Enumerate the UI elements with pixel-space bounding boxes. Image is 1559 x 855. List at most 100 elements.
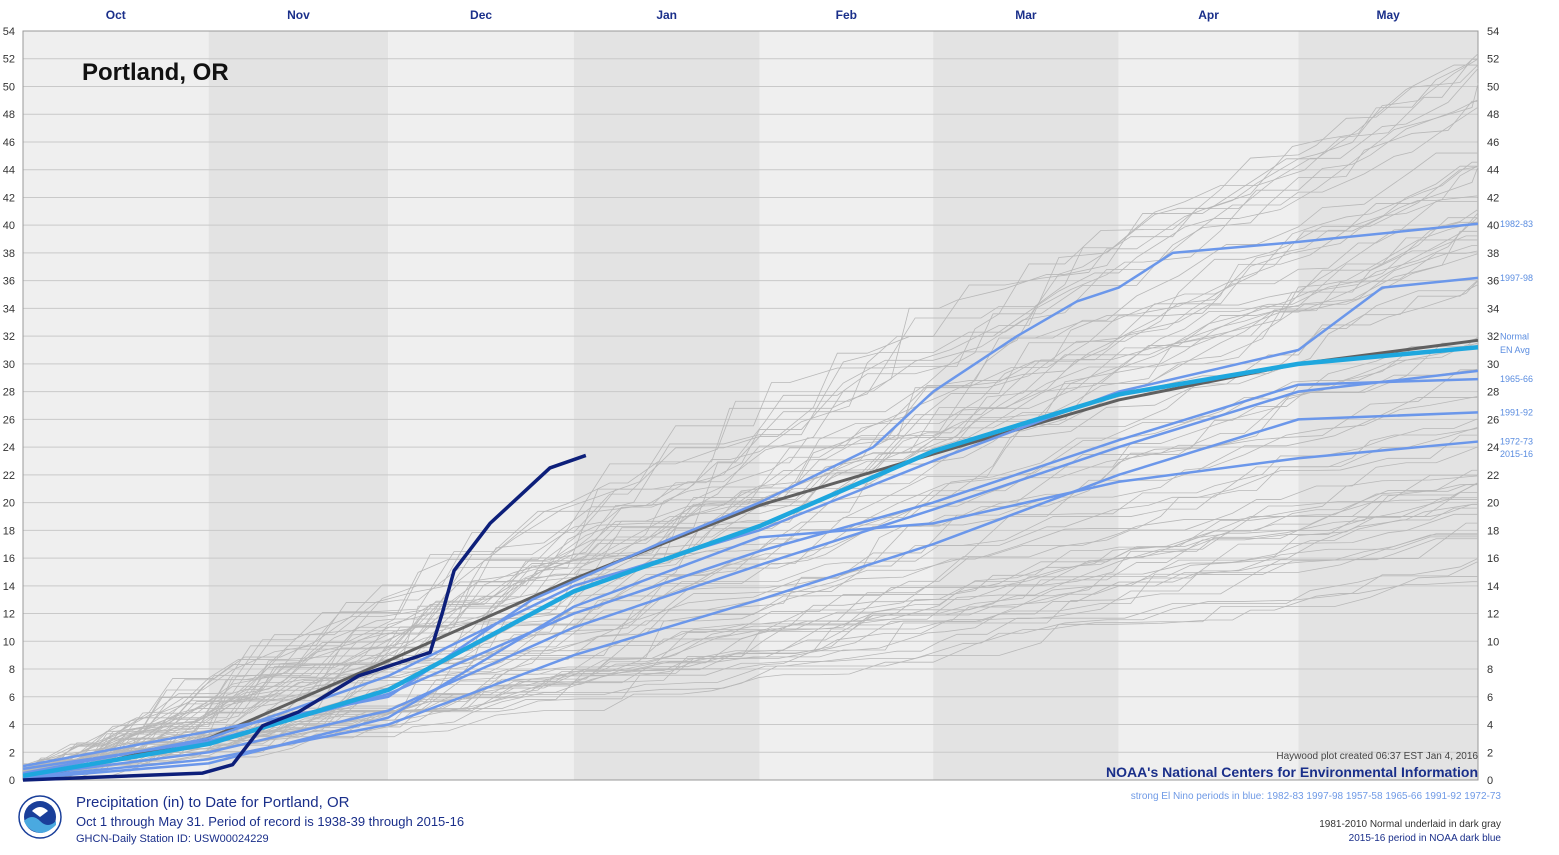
historical-year-line <box>23 504 1478 771</box>
y-tick-label-right: 16 <box>1487 553 1499 565</box>
historical-year-line <box>22 99 1479 776</box>
month-bands <box>23 31 1478 780</box>
y-tick-label-right: 42 <box>1487 192 1499 204</box>
el-nino-note: strong El Nino periods in blue: 1982-83 … <box>1130 791 1501 802</box>
series-label-normal: Normal <box>1500 331 1529 341</box>
plot-frame <box>22 30 1479 781</box>
y-tick-label-left: 36 <box>3 276 15 288</box>
month-label-apr: Apr <box>1198 8 1219 22</box>
y-tick-label-right: 38 <box>1487 248 1499 260</box>
series-label-2015-16: 2015-16 <box>1500 449 1533 459</box>
historical-year-line <box>23 581 1478 766</box>
y-tick-label-left: 20 <box>3 498 15 510</box>
y-tick-label-right: 4 <box>1487 720 1493 732</box>
y-tick-label-right: 14 <box>1487 581 1499 593</box>
y-tick-label-left: 54 <box>3 26 15 38</box>
y-tick-label-right: 18 <box>1487 525 1499 537</box>
y-tick-label-left: 2 <box>9 747 15 759</box>
y-tick-label-left: 46 <box>3 137 15 149</box>
footer-title: Precipitation (in) to Date for Portland,… <box>76 794 350 811</box>
historical-year-line <box>22 221 1479 773</box>
month-band-jan <box>573 31 760 780</box>
y-tick-label-left: 14 <box>3 581 15 593</box>
historical-year-line <box>23 250 1479 767</box>
historical-year-line <box>22 395 1479 777</box>
y-tick-label-left: 10 <box>3 636 15 648</box>
month-label-feb: Feb <box>836 8 857 22</box>
month-label-mar: Mar <box>1015 8 1037 22</box>
y-tick-label-left: 16 <box>3 553 15 565</box>
y-tick-label-left: 4 <box>9 720 15 732</box>
month-band-mar <box>933 31 1119 780</box>
historical-year-line <box>22 83 1479 771</box>
y-tick-label-right: 6 <box>1487 692 1493 704</box>
historical-year-line <box>23 58 1479 766</box>
normal-note: 1981-2010 Normal underlaid in dark gray <box>1319 819 1501 830</box>
historical-year-line <box>22 68 1479 780</box>
y-tick-label-left: 40 <box>3 220 15 232</box>
y-tick-label-right: 24 <box>1487 442 1499 454</box>
y-tick-label-right: 50 <box>1487 81 1499 93</box>
y-tick-label-right: 26 <box>1487 414 1499 426</box>
y-tick-label-right: 2 <box>1487 747 1493 759</box>
historical-year-line <box>22 482 1479 781</box>
y-tick-label-right: 34 <box>1487 303 1499 315</box>
y-tick-label-left: 18 <box>3 525 15 537</box>
y-tick-label-left: 34 <box>3 303 15 315</box>
month-band-feb <box>759 31 934 780</box>
month-label-oct: Oct <box>106 8 126 22</box>
y-tick-label-left: 32 <box>3 331 15 343</box>
agency-text: NOAA's National Centers for Environmenta… <box>1106 764 1478 780</box>
y-tick-label-left: 30 <box>3 359 15 371</box>
historical-year-line <box>23 64 1478 773</box>
y-tick-label-right: 48 <box>1487 109 1499 121</box>
series-line-1957-58 <box>22 369 1479 778</box>
y-tick-label-right: 40 <box>1487 220 1499 232</box>
historical-year-line <box>22 280 1479 772</box>
y-tick-label-left: 8 <box>9 664 15 676</box>
station-id: GHCN-Daily Station ID: USW00024229 <box>76 833 269 845</box>
historical-year-line <box>22 165 1479 776</box>
noaa-logo-icon <box>18 795 62 839</box>
y-tick-label-right: 0 <box>1487 775 1493 787</box>
series-line-1982-83 <box>22 222 1479 768</box>
current-period-note: 2015-16 period in NOAA dark blue <box>1348 833 1501 844</box>
series-line-1972-73 <box>22 440 1479 780</box>
credit-text: Haywood plot created 06:37 EST Jan 4, 20… <box>1276 751 1478 762</box>
month-band-may <box>1298 31 1478 780</box>
series-line-en-avg <box>22 345 1479 779</box>
month-band-oct <box>23 31 209 780</box>
y-tick-label-left: 24 <box>3 442 15 454</box>
historical-year-line <box>23 533 1478 773</box>
historical-year-line <box>22 245 1478 767</box>
series-line-2015-16 <box>22 453 587 782</box>
historical-year-line <box>22 152 1478 776</box>
month-label-nov: Nov <box>287 8 310 22</box>
historical-year-line <box>22 230 1478 771</box>
y-tick-label-right: 28 <box>1487 387 1499 399</box>
y-tick-label-right: 52 <box>1487 54 1499 66</box>
historical-year-line <box>22 221 1478 768</box>
month-band-dec <box>388 31 574 780</box>
historical-year-line <box>23 499 1478 775</box>
series-label-1991-92: 1991-92 <box>1500 407 1533 417</box>
historical-year-line <box>22 200 1478 770</box>
historical-year-line <box>22 195 1479 780</box>
y-tick-label-right: 22 <box>1487 470 1499 482</box>
y-tick-label-left: 52 <box>3 54 15 66</box>
series-label-1972-73: 1972-73 <box>1500 437 1533 447</box>
month-band-nov <box>208 31 389 780</box>
historical-year-line <box>23 336 1479 770</box>
y-tick-label-right: 12 <box>1487 609 1499 621</box>
historical-year-line <box>23 368 1479 771</box>
y-tick-label-right: 54 <box>1487 26 1499 38</box>
month-label-may: May <box>1377 8 1401 22</box>
y-tick-label-right: 10 <box>1487 636 1499 648</box>
historical-year-line <box>23 161 1478 775</box>
footer-subtitle: Oct 1 through May 31. Period of record i… <box>76 814 465 829</box>
historical-year-lines <box>22 53 1479 781</box>
historical-year-line <box>23 106 1479 775</box>
series-label-1965-66: 1965-66 <box>1500 374 1533 384</box>
